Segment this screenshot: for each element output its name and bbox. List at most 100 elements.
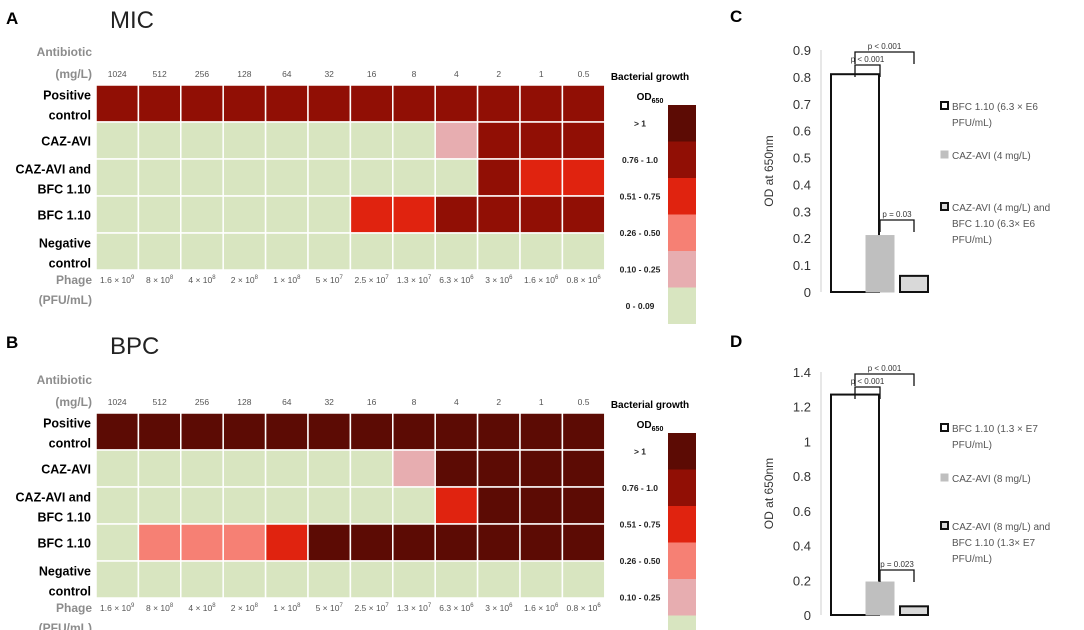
heatmap-cell: [519, 232, 564, 271]
heatmap-cell: [307, 486, 352, 525]
significance-label: p < 0.001: [868, 364, 902, 373]
heatmap-cell: [434, 158, 479, 197]
legend-swatch: [668, 506, 696, 543]
heatmap-cell: [434, 195, 479, 234]
bar: [865, 581, 895, 616]
antibiotic-dose-label: 64: [282, 397, 292, 407]
phage-dose-label: 2.5 × 107: [354, 275, 389, 285]
phage-dose-label: 3 × 106: [485, 603, 513, 613]
legend-title: Bacterial growth: [611, 400, 689, 411]
row-label: CAZ-AVI: [41, 463, 91, 477]
phage-dose-label: 3 × 106: [485, 275, 513, 285]
heatmap-cell: [434, 412, 479, 451]
significance-bracket: [879, 219, 915, 232]
heatmap-cell: [349, 449, 394, 488]
antibiotic-dose-label: 1024: [108, 69, 127, 79]
heatmap-cell: [519, 412, 564, 451]
legend-entry-label: BFC 1.10 (6.3× E6: [952, 219, 1036, 230]
heatmap-cell: [476, 412, 521, 451]
heatmap-cell: [95, 412, 140, 451]
phage-dose-label: 8 × 108: [146, 603, 174, 613]
bar: [899, 605, 929, 616]
legend-marker: [940, 150, 949, 159]
heatmap-cell: [307, 121, 352, 160]
antibiotic-dose-label: 2: [496, 69, 501, 79]
legend-swatch: [668, 105, 696, 142]
legend-marker: [940, 202, 949, 211]
antibiotic-dose-label: 8: [412, 397, 417, 407]
legend-marker: [940, 423, 949, 432]
heatmap-cell: [307, 195, 352, 234]
heatmap-cell: [180, 523, 224, 562]
significance-label: p = 0.03: [882, 210, 912, 219]
heatmap-cell: [180, 195, 224, 234]
heatmap-cell: [137, 84, 182, 123]
legend-entry-label: PFU/mL): [952, 554, 992, 565]
heatmap-cell: [349, 158, 394, 197]
heatmap-cell: [434, 84, 479, 123]
phage-dose-label: 4 × 108: [188, 275, 216, 285]
y-tick-label: 0.6: [793, 124, 811, 139]
y-tick-label: 0.7: [793, 97, 811, 112]
legend-category-label: 0.26 - 0.50: [620, 228, 661, 238]
heatmap-cell: [349, 195, 394, 234]
heatmap-cell: [264, 486, 309, 525]
heatmap-cell: [95, 486, 140, 525]
antibiotic-dose-label: 4: [454, 69, 459, 79]
heatmap-cell: [307, 449, 352, 488]
legend-category-label: 0.76 - 1.0: [622, 155, 658, 165]
row-label: CAZ-AVI and: [16, 491, 91, 505]
legend-category-label: 0.10 - 0.25: [620, 264, 661, 274]
legend-category-label: 0.26 - 0.50: [620, 556, 661, 566]
heatmap-cell: [349, 84, 394, 123]
phage-dose-label: 1.6 × 109: [100, 603, 135, 613]
legend-category-label: 0.51 - 0.75: [620, 191, 661, 201]
bar: [899, 274, 929, 294]
heatmap-cell: [180, 560, 224, 599]
heatmap-cell: [392, 121, 436, 160]
heatmap-cell: [222, 412, 267, 451]
heatmap-cell: [137, 560, 182, 599]
phage-dose-label: 2 × 108: [231, 275, 259, 285]
legend-marker: [940, 101, 949, 110]
heatmap-cell: [392, 195, 436, 234]
heatmap-cell: [519, 195, 564, 234]
heatmap-cell: [95, 158, 140, 197]
antibiotic-dose-label: 1024: [108, 397, 127, 407]
antibiotic-dose-label: 32: [324, 397, 334, 407]
heatmap-cell: [349, 560, 394, 599]
heatmap-cell: [95, 195, 140, 234]
y-tick-label: 1.4: [793, 365, 811, 380]
heatmap-cell: [392, 449, 436, 488]
heatmap-cell: [561, 121, 606, 160]
phage-dose-label: 1 × 108: [273, 603, 301, 613]
heatmap-cell: [392, 158, 436, 197]
heatmap-cell: [519, 560, 564, 599]
heatmap-cell: [392, 560, 436, 599]
row-label: BFC 1.10: [38, 511, 92, 525]
heatmap-cell: [222, 195, 267, 234]
heatmap-cell: [519, 486, 564, 525]
heatmap-cell: [137, 449, 182, 488]
heatmap-cell: [561, 84, 606, 123]
significance-bracket: [854, 386, 881, 399]
heatmap-cell: [434, 523, 479, 562]
y-tick-label: 0.2: [793, 573, 811, 588]
heatmap-cell: [519, 158, 564, 197]
heatmap-mic: Antibiotic (mg/L) 1024 512 256 128 64 32 16 8 4 2 1 0…: [16, 45, 696, 324]
legend-category-label: > 1: [634, 118, 646, 128]
legend-swatch: [668, 433, 696, 470]
heatmap-cell: [222, 560, 267, 599]
heatmap-cell: [561, 195, 606, 234]
legend-entry-label: PFU/mL): [952, 118, 992, 129]
heatmap-cell: [519, 121, 564, 160]
row-label: Negative: [39, 237, 91, 251]
heatmap-cell: [264, 449, 309, 488]
heatmap-cell: [264, 560, 309, 599]
phage-label: Phage: [56, 273, 92, 287]
phage-dose-label: 5 × 107: [316, 275, 344, 285]
heatmap-cell: [476, 232, 521, 271]
antibiotic-dose-label: 16: [367, 69, 377, 79]
y-tick-label: 0.8: [793, 70, 811, 85]
heatmap-cell: [307, 84, 352, 123]
